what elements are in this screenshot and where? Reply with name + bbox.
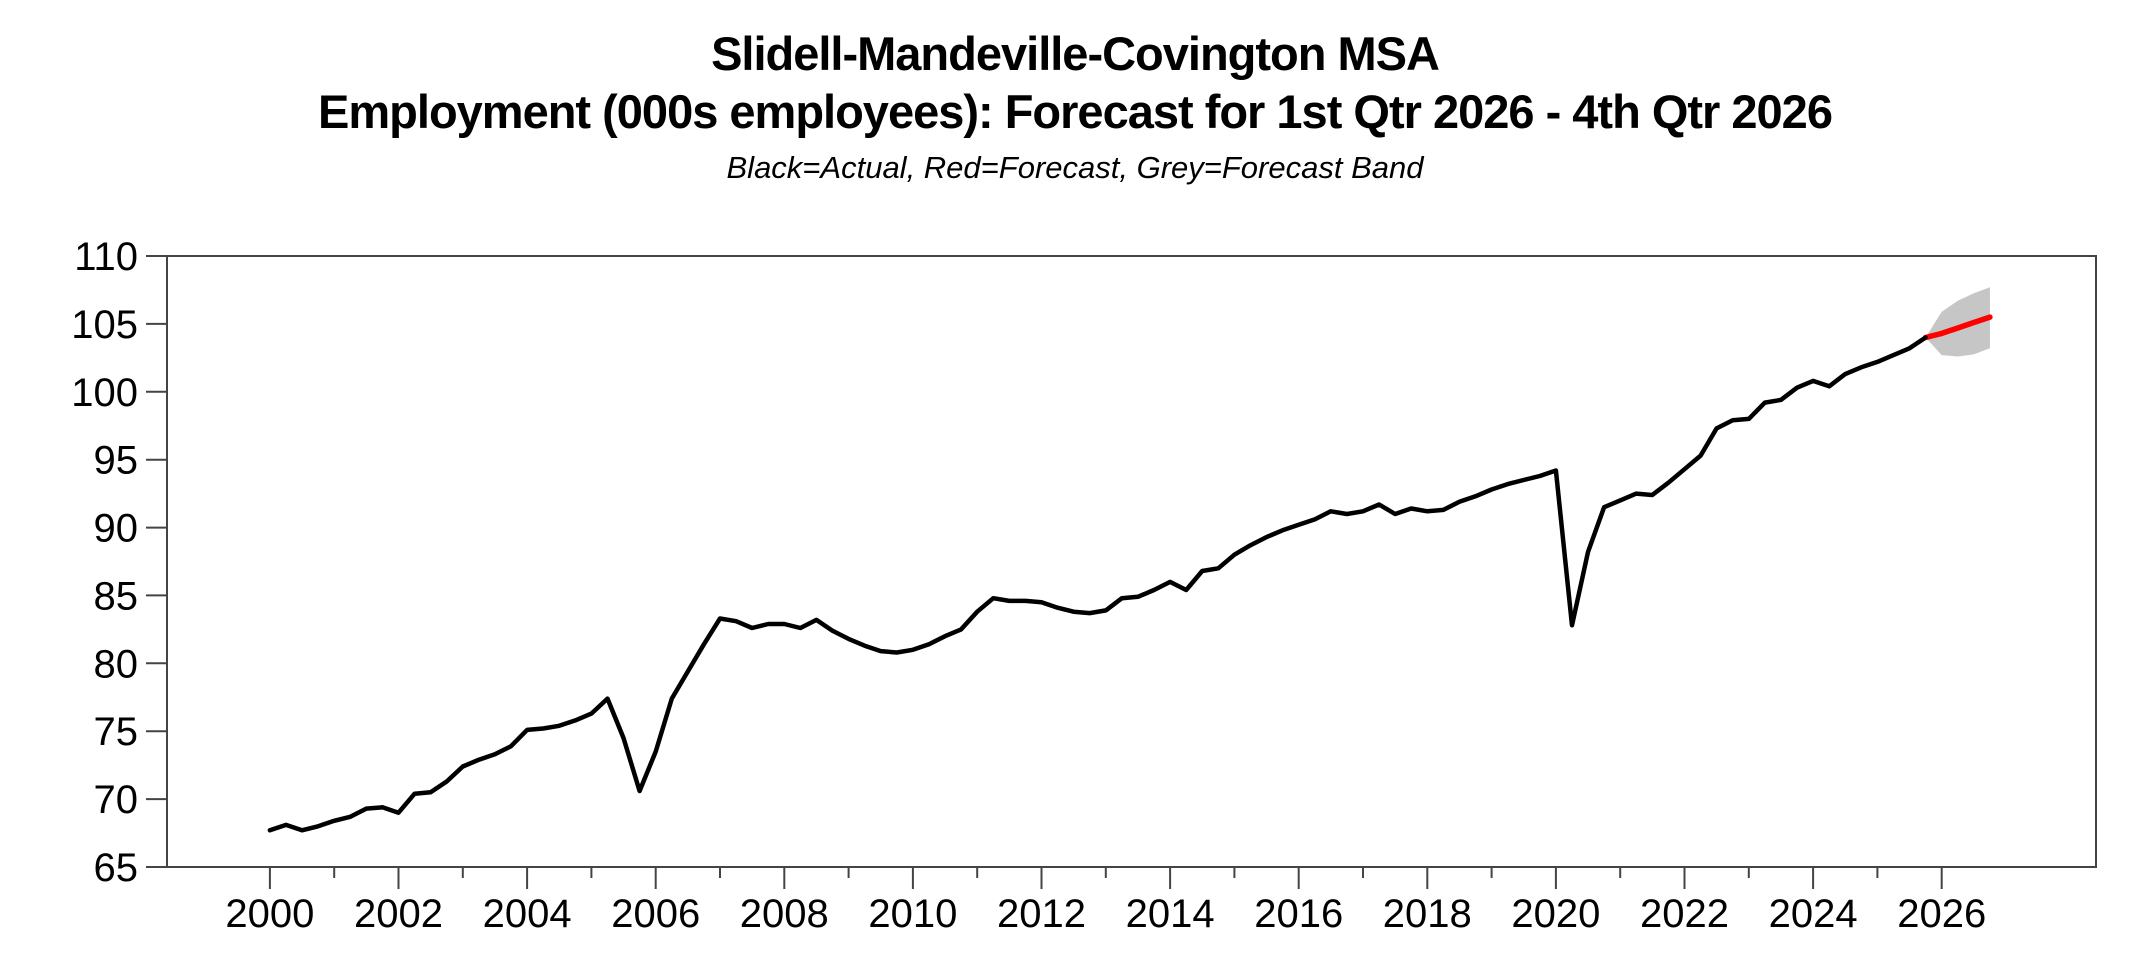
x-tick-label: 2006 xyxy=(611,892,700,936)
y-tick-label: 85 xyxy=(94,574,139,618)
x-tick-label: 2000 xyxy=(225,892,314,936)
x-tick-label: 2010 xyxy=(868,892,957,936)
x-tick-label: 2020 xyxy=(1511,892,1600,936)
x-tick-label: 2018 xyxy=(1383,892,1472,936)
actual-series-line xyxy=(267,335,1928,833)
y-tick-label: 90 xyxy=(94,507,139,551)
x-tick-label: 2004 xyxy=(483,892,572,936)
x-tick-label: 2022 xyxy=(1640,892,1729,936)
y-tick-label: 80 xyxy=(94,642,139,686)
y-tick-label: 70 xyxy=(94,778,139,822)
plot-frame xyxy=(166,255,2097,868)
y-tick-label: 100 xyxy=(71,371,138,415)
y-tick-label: 65 xyxy=(94,846,139,890)
x-tick-label: 2026 xyxy=(1897,892,1986,936)
x-tick-label: 2008 xyxy=(740,892,829,936)
x-axis-ticks: 2000 2002 2004 2006 2008 2010 2012 2014 2016 2018… xyxy=(225,867,1986,936)
y-axis-ticks: 65 70 75 80 85 90 95 100 105 110 xyxy=(71,235,167,890)
forecast-band xyxy=(1925,287,1990,357)
x-tick-label: 2012 xyxy=(997,892,1086,936)
y-tick-label: 95 xyxy=(94,439,139,483)
x-tick-label: 2016 xyxy=(1254,892,1343,936)
chart-title-line1: Slidell-Mandeville-Covington MSA xyxy=(711,27,1440,80)
chart-legend-note: Black=Actual, Red=Forecast, Grey=Forecas… xyxy=(726,150,1424,185)
x-tick-label: 2014 xyxy=(1126,892,1215,936)
y-tick-label: 110 xyxy=(74,235,138,279)
x-tick-label: 2002 xyxy=(354,892,443,936)
forecast-series-line xyxy=(1922,314,1993,341)
x-tick-label: 2024 xyxy=(1769,892,1858,936)
y-tick-label: 105 xyxy=(71,303,138,347)
y-tick-label: 75 xyxy=(94,710,139,754)
chart-title-line2: Employment (000s employees): Forecast fo… xyxy=(318,85,1833,138)
